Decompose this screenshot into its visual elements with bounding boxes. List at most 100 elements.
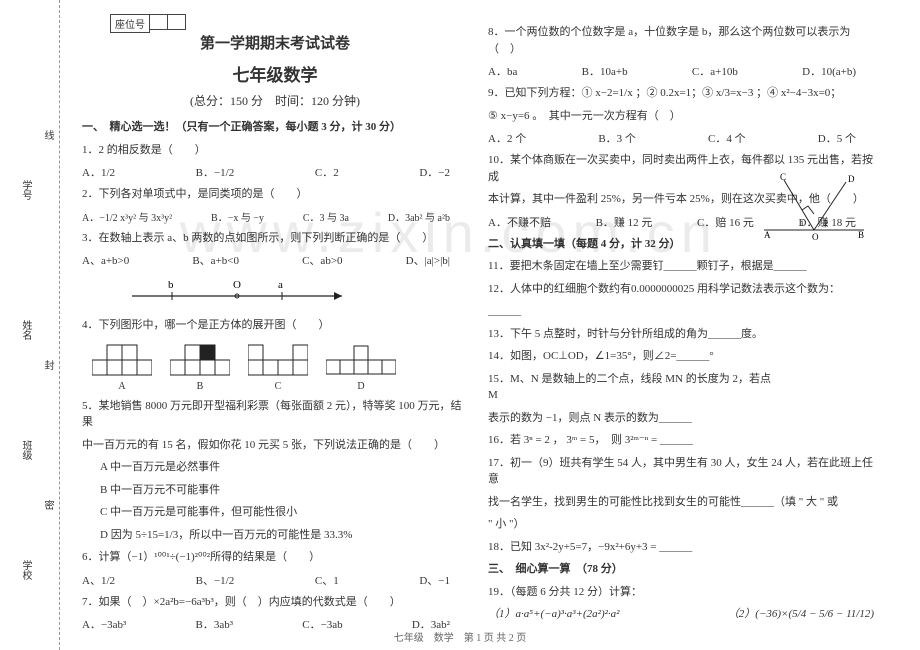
seat-cell[interactable]: [150, 14, 168, 30]
q2-C: C．3 与 3a: [303, 209, 349, 224]
exam-title-2: 七年级数学: [82, 61, 468, 86]
q9-options: A．2 个 B．3 个 C．4 个 D．5 个: [488, 130, 874, 146]
q17-3: " 小 "）: [488, 516, 874, 533]
q4: 4．下列图形中，哪一个是正方体的展开图（ ）: [82, 317, 468, 334]
net-D: D: [326, 342, 396, 392]
q15-2: 表示的数为 −1，则点 N 表示的数为______: [488, 410, 874, 427]
q6-D: D、−1: [419, 572, 450, 588]
seat-cell[interactable]: [168, 14, 186, 30]
q8-A: A．ba: [488, 63, 517, 79]
svg-text:B: B: [858, 230, 864, 240]
q3-options: A、a+b>0 B、a+b<0 C、ab>0 D、|a|>|b|: [82, 252, 468, 268]
svg-text:2: 2: [824, 219, 828, 228]
q8: 8．一个两位数的个位数字是 a，十位数字是 b，那么这个两位数可以表示为（ ）: [488, 24, 874, 57]
q2-options: A．−1/2 x³y² 与 3x³y² B．−x 与 −y C．3 与 3a D…: [82, 209, 468, 224]
svg-text:C: C: [780, 172, 786, 182]
q6-C: C、1: [315, 572, 339, 588]
svg-text:1: 1: [800, 219, 804, 228]
svg-text:a: a: [278, 279, 283, 291]
margin-school: 学校: [18, 560, 33, 580]
net-C-label: C: [248, 381, 308, 392]
q6-B: B、−1/2: [196, 572, 235, 588]
q2-D: D．3ab² 与 a²b: [388, 209, 450, 224]
page-footer: 七年级 数学 第 1 页 共 2 页: [0, 629, 920, 644]
margin-seal: 密: [40, 500, 55, 510]
net-C: C: [248, 342, 308, 392]
q12b: ______: [488, 303, 874, 320]
q5-A: A 中一百万元是必然事件: [100, 459, 468, 476]
q2: 2．下列各对单项式中，是同类项的是（ ）: [82, 186, 468, 203]
left-column: 第一学期期末考试试卷 七年级数学 (总分：150 分 时间：120 分钟) 一、…: [72, 10, 478, 638]
q7: 7．如果（ ）×2a²b=−6a³b³，则（ ）内应填的代数式是（ ）: [82, 594, 468, 611]
q4-nets: A B C: [92, 342, 468, 392]
q19-1: （1）a·a⁵+(−a)³·a³+(2a²)²·a²: [488, 606, 619, 623]
q5-C: C 中一百万元是可能事件，但可能性很小: [100, 504, 468, 521]
q9-C: C．4 个: [708, 130, 746, 146]
q5-B: B 中一百万元不可能事件: [100, 482, 468, 499]
q9-1: 9．已知下列方程：① x−2=1/x ；② 0.2x=1；③ x/3=x−3 ；…: [488, 85, 874, 102]
svg-text:O: O: [812, 232, 819, 240]
q9-A: A．2 个: [488, 130, 526, 146]
margin-id: 学号: [18, 180, 33, 200]
q9-D: D．5 个: [818, 130, 856, 146]
q19-2: （2）(−36)×(5/4 − 5/6 − 11/12): [728, 606, 874, 623]
page-body: 第一学期期末考试试卷 七年级数学 (总分：150 分 时间：120 分钟) 一、…: [72, 0, 920, 638]
q2-B: B．−x 与 −y: [211, 209, 264, 224]
q5-2: 中一百万元的有 15 名，假如你花 10 元买 5 张，下列说法正确的是（ ）: [82, 437, 468, 454]
q8-C: C．a+10b: [692, 63, 738, 79]
section-1-title: 一、 精心选一选！（只有一个正确答案，每小题 3 分，计 30 分）: [82, 119, 468, 136]
q8-D: D．10(a+b): [802, 63, 856, 79]
q3-B: B、a+b<0: [192, 252, 239, 268]
q1-D: D．−2: [419, 164, 450, 180]
net-D-label: D: [326, 381, 396, 392]
margin-name: 姓名: [18, 320, 33, 340]
q1-C: C．2: [315, 164, 339, 180]
q9-B: B．3 个: [598, 130, 636, 146]
net-B: B: [170, 342, 230, 392]
q1-B: B．−1/2: [196, 164, 235, 180]
section-3-title: 三、 细心算一算 （78 分）: [488, 561, 874, 578]
q6: 6．计算（−1）¹⁰⁰¹÷(−1)²⁰⁰²所得的结果是（ ）: [82, 549, 468, 566]
q15-1: 15．M、N 是数轴上的二个点，线段 MN 的长度为 2，若点 M: [488, 371, 874, 404]
q10-C: C．赔 16 元: [697, 214, 754, 230]
q10-A: A．不赚不赔: [488, 214, 551, 230]
svg-text:b: b: [168, 279, 174, 291]
q3: 3．在数轴上表示 a、b 两数的点如图所示，则下列判断正确的是（ ）: [82, 230, 468, 247]
exam-title-3: (总分：150 分 时间：120 分钟): [82, 92, 468, 109]
q19-subs: （1）a·a⁵+(−a)³·a³+(2a²)²·a² （2）(−36)×(5/4…: [488, 606, 874, 623]
q1-A: A．1/2: [82, 164, 115, 180]
q8-options: A．ba B．10a+b C．a+10b D．10(a+b): [488, 63, 874, 79]
seat-label: 座位号: [110, 14, 150, 33]
number-line-figure: b O a: [122, 276, 468, 309]
net-A: A: [92, 342, 152, 392]
binding-margin: 学校 班级 姓名 学号 密 封 线: [0, 0, 60, 650]
q11: 11．要把木条固定在墙上至少需要钉______颗钉子，根据是______: [488, 258, 874, 275]
right-column: 8．一个两位数的个位数字是 a，十位数字是 b，那么这个两位数可以表示为（ ） …: [478, 10, 884, 638]
q10-B: B．赚 12 元: [596, 214, 653, 230]
q3-A: A、a+b>0: [82, 252, 129, 268]
net-A-label: A: [92, 381, 152, 392]
svg-text:O: O: [233, 279, 241, 291]
q8-B: B．10a+b: [582, 63, 628, 79]
q9-2: ⑤ x−y=6 。 其中一元一次方程有（ ）: [488, 108, 874, 125]
q17-1: 17．初一（9）班共有学生 54 人，其中男生有 30 人，女生 24 人，若在…: [488, 455, 874, 488]
q5-D: D 因为 5÷15=1/3，所以中一百万元的可能性是 33.3%: [100, 527, 468, 544]
q14: 14．如图，OC⊥OD，∠1=35°，则∠2=______°: [488, 348, 874, 365]
q3-D: D、|a|>|b|: [406, 252, 450, 268]
exam-title-1: 第一学期期末考试试卷: [82, 32, 468, 53]
q5-1: 5．某地销售 8000 万元即开型福利彩票（每张面额 2 元），特等奖 100 …: [82, 398, 468, 431]
q16: 16．若 3ⁿ = 2 ， 3ᵐ = 5， 则 3²ᵐ⁻ⁿ = ______: [488, 432, 874, 449]
q19: 19．（每题 6 分共 12 分）计算：: [488, 584, 874, 601]
margin-line: 封: [40, 360, 55, 370]
seat-number-box: 座位号: [110, 14, 186, 33]
q2-A: A．−1/2 x³y² 与 3x³y²: [82, 209, 172, 224]
net-B-label: B: [170, 381, 230, 392]
q13: 13．下午 5 点整时，时针与分针所组成的角为______度。: [488, 326, 874, 343]
angle-diagram: C D A O B 1 2: [764, 170, 864, 240]
svg-text:D: D: [848, 174, 855, 184]
q1: 1．2 的相反数是（ ）: [82, 142, 468, 159]
q1-options: A．1/2 B．−1/2 C．2 D．−2: [82, 164, 468, 180]
q6-options: A、1/2 B、−1/2 C、1 D、−1: [82, 572, 468, 588]
q6-A: A、1/2: [82, 572, 115, 588]
q12: 12．人体中的红细胞个数约有0.0000000025 用科学记数法表示这个数为：: [488, 281, 874, 298]
